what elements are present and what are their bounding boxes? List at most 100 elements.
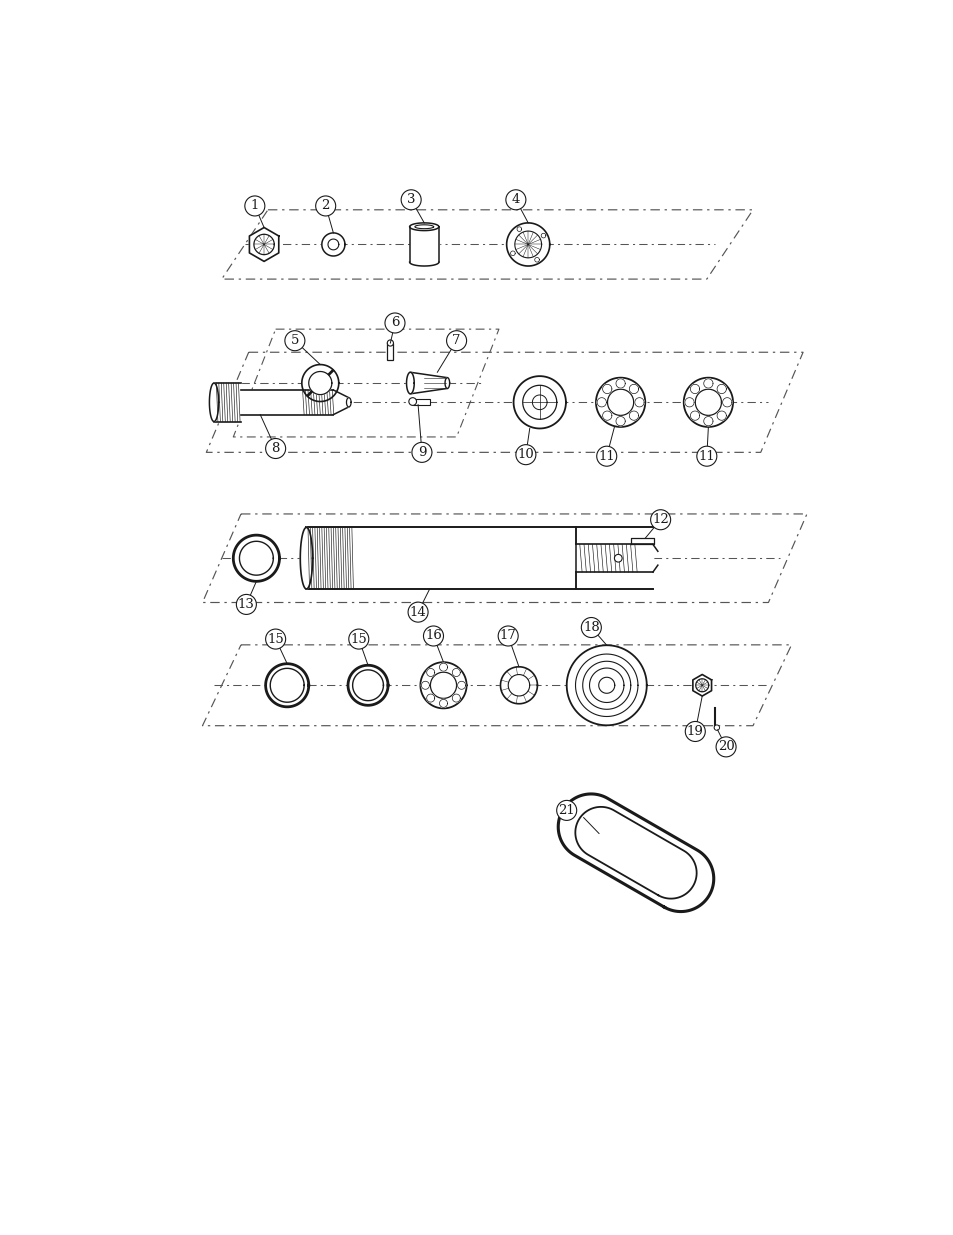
Text: 13: 13 <box>237 598 254 611</box>
Text: 10: 10 <box>517 448 534 461</box>
Polygon shape <box>695 389 720 415</box>
Polygon shape <box>210 383 218 421</box>
Text: 20: 20 <box>717 740 734 753</box>
Polygon shape <box>213 383 241 421</box>
Polygon shape <box>558 794 713 911</box>
Polygon shape <box>717 384 725 394</box>
Text: 21: 21 <box>558 804 575 816</box>
Circle shape <box>385 312 405 333</box>
Polygon shape <box>270 668 304 703</box>
Text: 15: 15 <box>350 632 367 646</box>
Polygon shape <box>690 384 699 394</box>
Polygon shape <box>602 411 611 420</box>
Polygon shape <box>306 527 652 589</box>
Polygon shape <box>241 390 333 415</box>
Polygon shape <box>616 379 624 388</box>
Polygon shape <box>328 240 338 249</box>
Circle shape <box>650 510 670 530</box>
Bar <box>413 399 429 405</box>
Polygon shape <box>692 674 711 697</box>
Text: 4: 4 <box>511 194 519 206</box>
Polygon shape <box>576 545 652 572</box>
Circle shape <box>236 594 256 615</box>
Polygon shape <box>597 398 606 406</box>
Circle shape <box>684 721 704 741</box>
Polygon shape <box>500 667 537 704</box>
Text: 3: 3 <box>407 194 415 206</box>
Polygon shape <box>301 364 338 401</box>
Polygon shape <box>346 398 351 406</box>
Circle shape <box>400 190 420 210</box>
Text: 7: 7 <box>452 335 460 347</box>
Circle shape <box>446 331 466 351</box>
Text: 6: 6 <box>391 316 398 330</box>
Polygon shape <box>566 645 646 725</box>
Polygon shape <box>532 395 546 410</box>
Polygon shape <box>265 663 309 706</box>
Bar <box>387 343 393 359</box>
Circle shape <box>596 446 616 466</box>
Text: 16: 16 <box>425 630 441 642</box>
Polygon shape <box>452 668 459 677</box>
Polygon shape <box>703 416 712 426</box>
Polygon shape <box>410 372 447 394</box>
Polygon shape <box>522 385 557 420</box>
Circle shape <box>557 800 577 820</box>
Polygon shape <box>426 668 435 677</box>
Text: 5: 5 <box>291 335 298 347</box>
Polygon shape <box>239 541 274 576</box>
Text: 14: 14 <box>409 605 426 619</box>
Polygon shape <box>421 682 429 689</box>
Circle shape <box>412 442 432 462</box>
Circle shape <box>580 618 600 637</box>
Polygon shape <box>607 389 633 415</box>
Polygon shape <box>631 538 654 545</box>
Polygon shape <box>598 677 614 693</box>
Polygon shape <box>506 222 549 266</box>
Polygon shape <box>683 378 732 427</box>
Polygon shape <box>634 398 643 406</box>
Circle shape <box>497 626 517 646</box>
Circle shape <box>409 398 416 405</box>
Polygon shape <box>439 663 447 671</box>
Text: 11: 11 <box>598 450 615 463</box>
Polygon shape <box>249 227 278 262</box>
Text: 8: 8 <box>272 442 279 454</box>
Circle shape <box>516 445 536 464</box>
Circle shape <box>696 446 716 466</box>
Text: 15: 15 <box>267 632 284 646</box>
Polygon shape <box>353 669 383 700</box>
Polygon shape <box>690 411 699 420</box>
Text: 12: 12 <box>652 514 668 526</box>
Polygon shape <box>721 398 731 406</box>
Text: 19: 19 <box>686 725 703 739</box>
Polygon shape <box>452 694 459 701</box>
Polygon shape <box>233 535 279 582</box>
Circle shape <box>285 331 305 351</box>
Polygon shape <box>409 222 438 231</box>
Polygon shape <box>684 398 694 406</box>
Polygon shape <box>582 661 630 709</box>
Polygon shape <box>406 372 414 394</box>
Polygon shape <box>444 378 449 389</box>
Polygon shape <box>333 390 349 415</box>
Polygon shape <box>309 372 332 395</box>
Polygon shape <box>602 384 611 394</box>
Text: 1: 1 <box>251 199 259 212</box>
Polygon shape <box>616 416 624 426</box>
Polygon shape <box>589 668 623 703</box>
Polygon shape <box>409 227 438 262</box>
Polygon shape <box>513 377 565 429</box>
Circle shape <box>315 196 335 216</box>
Circle shape <box>714 725 719 730</box>
Circle shape <box>265 629 285 650</box>
Polygon shape <box>300 527 313 589</box>
Circle shape <box>349 629 369 650</box>
Polygon shape <box>430 672 456 698</box>
Polygon shape <box>420 662 466 709</box>
Polygon shape <box>321 233 345 256</box>
Text: 17: 17 <box>499 630 517 642</box>
Polygon shape <box>439 699 447 708</box>
Circle shape <box>245 196 265 216</box>
Circle shape <box>265 438 285 458</box>
